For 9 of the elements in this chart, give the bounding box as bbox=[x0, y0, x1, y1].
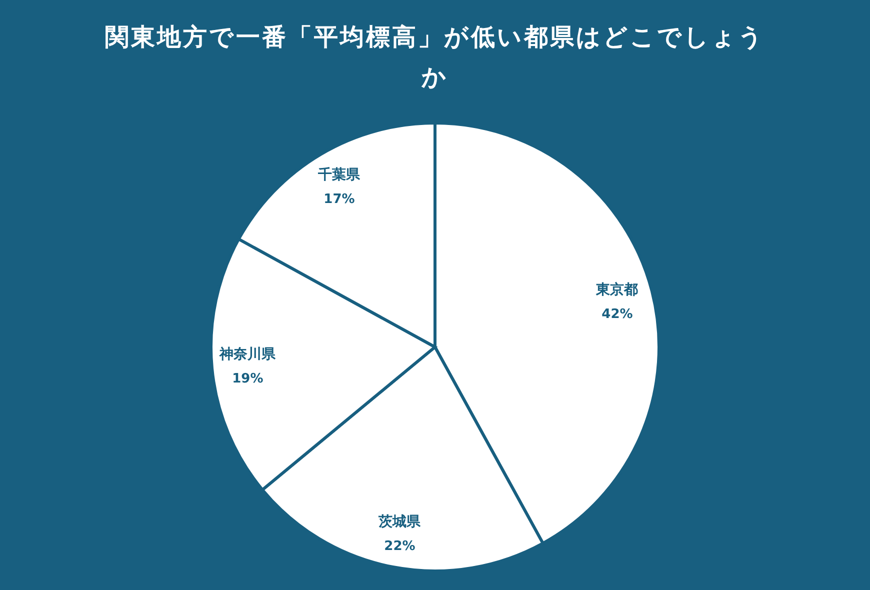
slice-label: 神奈川県 bbox=[218, 346, 277, 363]
slice-label: 千葉県 bbox=[317, 166, 362, 184]
data-label: 19% bbox=[232, 372, 264, 387]
slice-label: 茨城県 bbox=[378, 514, 422, 530]
data-label: 42% bbox=[602, 307, 633, 322]
data-label: 17% bbox=[324, 192, 355, 208]
slice-label: 東京都 bbox=[595, 281, 638, 298]
chart-title: 関東地方で一番「平均標高」が低い都県はどこでしょうか bbox=[105, 23, 765, 91]
data-label: 22% bbox=[384, 538, 416, 554]
